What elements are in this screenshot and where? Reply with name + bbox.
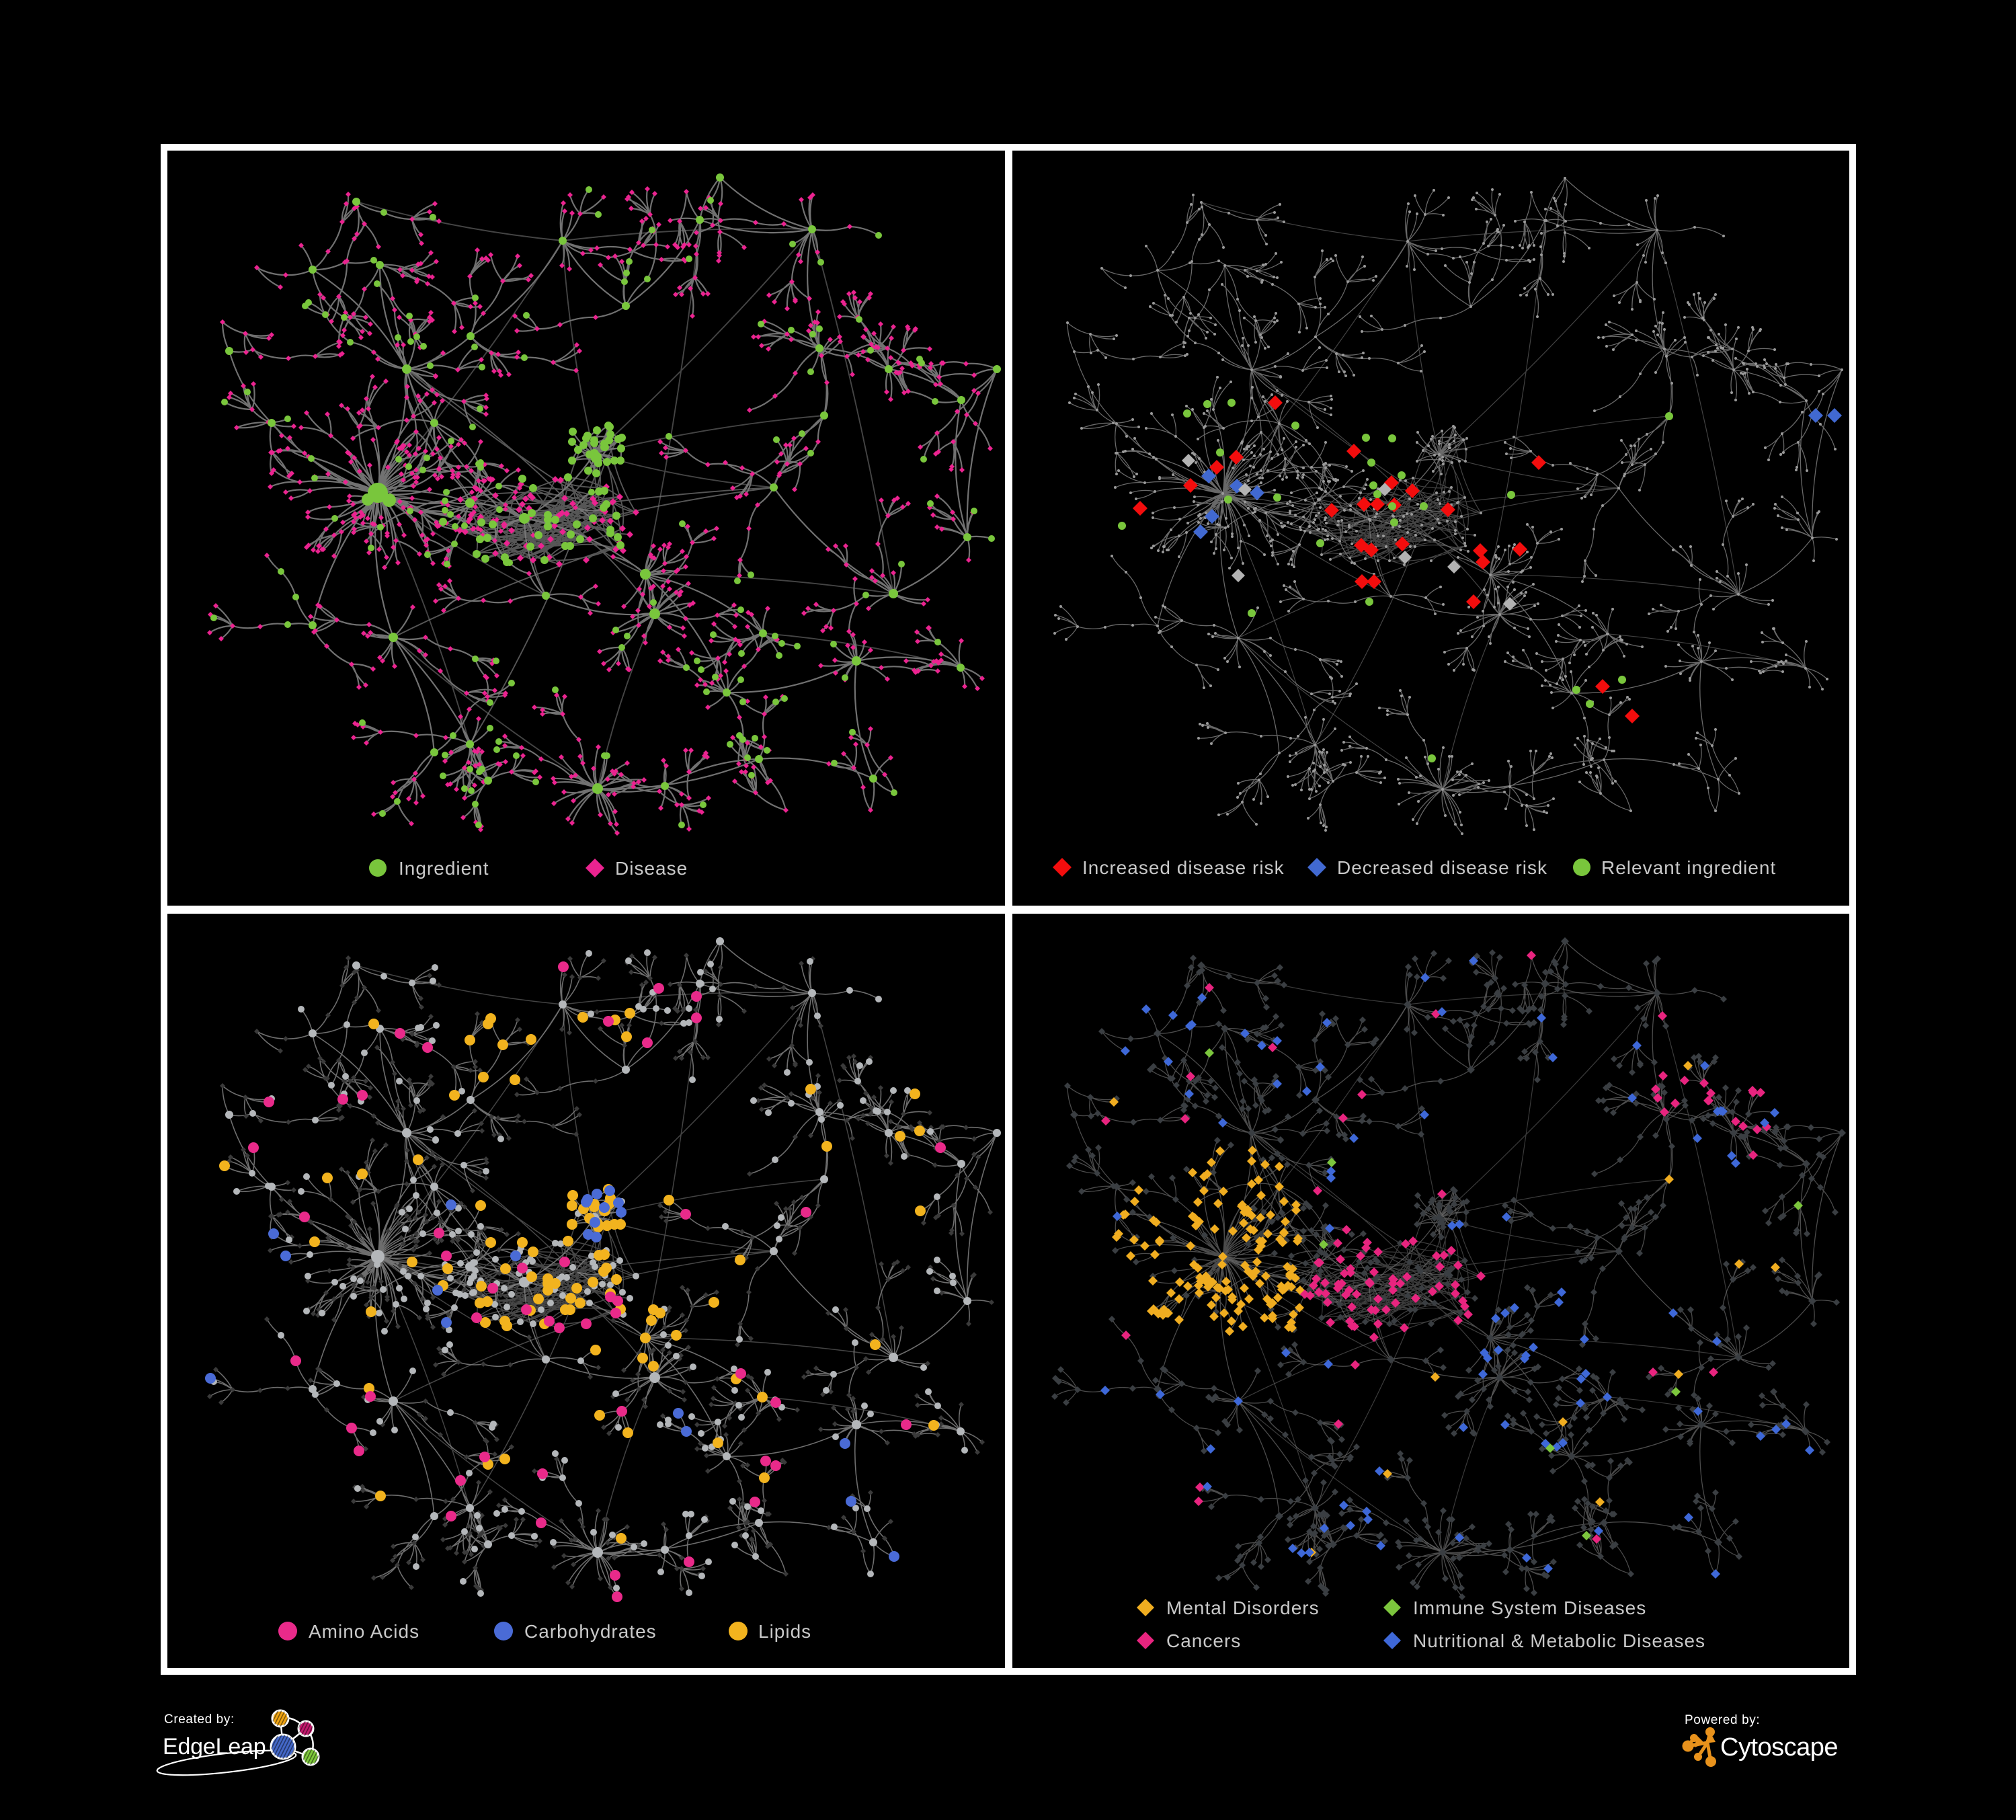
svg-text:Cytoscape: Cytoscape	[1720, 1733, 1838, 1762]
svg-text:EdgeLeap: EdgeLeap	[163, 1734, 266, 1759]
svg-text:Amino Acids: Amino Acids	[309, 1621, 419, 1642]
svg-text:Ingredient: Ingredient	[399, 858, 489, 879]
svg-text:Created by:: Created by:	[164, 1712, 235, 1727]
svg-text:Relevant ingredient: Relevant ingredient	[1601, 857, 1776, 878]
svg-text:Carbohydrates: Carbohydrates	[524, 1621, 657, 1642]
svg-text:Lipids: Lipids	[758, 1621, 811, 1642]
svg-text:Disease: Disease	[615, 858, 688, 879]
svg-text:Cancers: Cancers	[1166, 1630, 1241, 1651]
svg-text:Mental Disorders: Mental Disorders	[1166, 1597, 1320, 1618]
svg-text:Nutritional & Metabolic Diseas: Nutritional & Metabolic Diseases	[1413, 1630, 1705, 1651]
svg-text:Powered by:: Powered by:	[1685, 1713, 1760, 1727]
svg-text:Increased disease risk: Increased disease risk	[1082, 857, 1285, 878]
svg-text:Decreased disease risk: Decreased disease risk	[1337, 857, 1547, 878]
svg-text:Immune System Diseases: Immune System Diseases	[1413, 1597, 1646, 1618]
